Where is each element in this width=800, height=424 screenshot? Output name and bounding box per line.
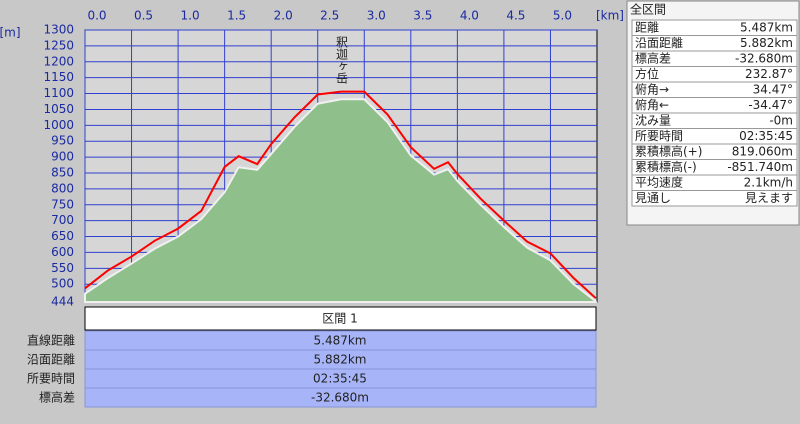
y-tick-label: 444 [51,295,74,309]
summary-label: 俯角← [635,97,669,112]
x-tick-label: 4.0 [460,9,479,23]
section-label: 沿面距離 [27,353,75,367]
plot: 釈迦ヶ岳 [84,36,597,303]
y-unit: [m] [0,26,21,40]
profile-line [84,90,597,299]
section-title: 区間 1 [322,312,357,326]
summary-value: 見えます [745,191,793,205]
x-tick-label: 2.5 [320,9,339,23]
y-tick-label: 650 [51,229,74,243]
section-value: 02:35:45 [313,372,367,386]
summary-label: 累積標高(+) [635,144,702,159]
y-tick-label: 1050 [43,102,74,116]
y-tick-label: 900 [51,150,74,164]
y-tick-label: 750 [51,197,74,211]
y-tick-label: 800 [51,181,74,195]
y-tick-label: 500 [51,277,74,291]
summary-row [631,190,798,207]
summary-value: -32.680m [735,52,793,66]
summary-label: 距離 [635,21,659,35]
summary-value: 2.1km/h [744,176,793,190]
summary-title: 全区間 [630,2,666,17]
section-value: 5.487km [314,334,367,348]
summary-label: 所要時間 [635,129,683,143]
x-tick-label: 3.5 [413,9,432,23]
summary-value: 5.882km [740,36,793,50]
summary-label: 俯角→ [635,82,669,97]
section-value: 5.882km [314,353,367,367]
y-tick-label: 600 [51,245,74,259]
area [84,98,597,303]
x-tick-label: 4.5 [506,9,525,23]
x-tick-label: 5.0 [553,9,572,23]
section-label: 標高差 [39,390,75,405]
section-label: 所要時間 [27,372,75,386]
summary-value: -34.47° [748,98,793,112]
y-tick-label: 1150 [43,70,74,84]
summary-label: 見通し [635,191,671,205]
x-unit: [km] [596,9,624,23]
summary-value: 34.47° [753,83,793,97]
peak-label: 釈迦ヶ岳 [335,36,349,84]
summary-label: 沈み量 [635,113,671,128]
summary-value: 819.060m [732,145,793,159]
y-tick-label: 850 [51,165,74,179]
summary-label: 標高差 [635,51,671,66]
x-tick-label: 0.0 [87,9,106,23]
y-tick-label: 1100 [43,86,74,100]
summary-value: -0m [769,114,793,128]
y-tick-label: 700 [51,213,74,227]
y-tick-label: 550 [51,261,74,275]
section-header [84,306,597,331]
section-label: 直線距離 [27,333,75,348]
summary-value: 232.87° [745,67,793,81]
y-tick-label: 1000 [43,118,74,132]
y-tick-label: 950 [51,134,74,148]
summary-value: -851.740m [727,160,793,174]
section-cell [84,387,597,408]
summary-label: 累積標高(-) [635,159,697,174]
x-tick-label: 0.5 [134,9,153,23]
summary-label: 沿面距離 [635,36,683,50]
x-tick-label: 1.0 [181,9,200,23]
y-tick-label: 1200 [43,54,74,68]
summary-value: 5.487km [740,21,793,35]
summary-label: 平均速度 [635,175,683,190]
section-panel: 区間 1 直線距離 5.487km 沿面距離 5.882km 所要時間 02:35:45 標高… [27,306,597,408]
y-tick-label: 1300 [43,23,74,37]
summary-value: 02:35:45 [739,129,793,143]
summary-label: 方位 [635,66,659,81]
section-value: -32.680m [311,391,369,405]
x-tick-label: 2.0 [274,9,293,23]
x-tick-label: 1.5 [227,9,246,23]
x-tick-label: 3.0 [367,9,386,23]
y-tick-label: 1250 [43,38,74,52]
